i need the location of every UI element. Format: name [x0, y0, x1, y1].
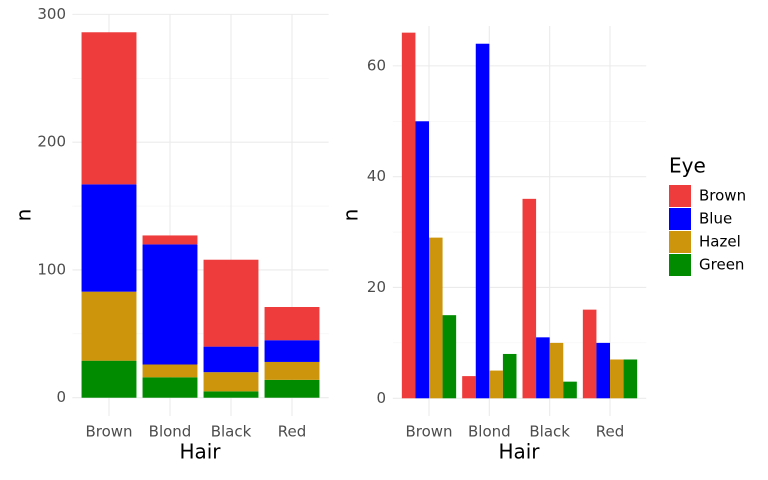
legend-label: Green [699, 256, 744, 274]
bar [489, 370, 503, 399]
x-tick-label: Blond [149, 423, 192, 441]
y-tick-label: 20 [367, 278, 386, 296]
y-tick-label: 0 [376, 389, 386, 407]
x-tick-label: Brown [405, 423, 452, 441]
bar [536, 337, 550, 399]
x-tick-label: Red [596, 423, 625, 441]
bar [582, 309, 597, 399]
legend-key [669, 208, 691, 230]
bar [475, 43, 490, 399]
bar [522, 198, 537, 399]
y-tick-label: 300 [37, 5, 66, 23]
bar-segment [81, 32, 137, 185]
bar-segment [264, 379, 320, 398]
x-axis-title: Hair [498, 440, 540, 464]
bar [623, 359, 638, 399]
bar-segment [81, 184, 137, 292]
bar-segment [203, 391, 259, 398]
bar-segment [142, 244, 198, 365]
bar-segment [203, 259, 259, 347]
x-tick-label: Brown [85, 423, 132, 441]
x-axis-title: Hair [179, 440, 221, 464]
bar [502, 353, 517, 399]
bar [401, 32, 416, 399]
bar [442, 315, 457, 399]
y-tick-label: 40 [367, 167, 386, 185]
legend-title: Eye [669, 154, 706, 178]
y-tick-label: 100 [37, 260, 66, 278]
bar-segment [81, 291, 137, 361]
x-tick-label: Red [278, 423, 307, 441]
legend-label: Hazel [699, 233, 741, 251]
bar-segment [81, 360, 137, 398]
x-tick-label: Black [529, 423, 570, 441]
bar [596, 342, 610, 399]
bar [415, 121, 429, 399]
y-axis-title: n [339, 209, 363, 222]
x-tick-label: Blond [468, 423, 511, 441]
bar [549, 342, 564, 399]
bar-segment [142, 235, 198, 245]
y-tick-label: 60 [367, 56, 386, 74]
legend-label: Blue [699, 210, 732, 228]
bar-segment [142, 364, 198, 378]
legend-key [669, 254, 691, 276]
bar [610, 359, 624, 399]
y-tick-label: 0 [56, 388, 66, 406]
bar [563, 381, 577, 399]
legend-key [669, 231, 691, 253]
y-axis-title: n [12, 209, 36, 222]
bar [462, 376, 476, 399]
legend-key [669, 185, 691, 207]
legend-label: Brown [699, 187, 746, 205]
bar-segment [264, 361, 320, 380]
x-tick-label: Black [211, 423, 252, 441]
bar-segment [203, 372, 259, 392]
bar-segment [142, 377, 198, 398]
bar-segment [264, 307, 320, 341]
bar-segment [264, 340, 320, 362]
bar-segment [203, 346, 259, 373]
y-tick-label: 200 [37, 133, 66, 151]
bar [429, 237, 443, 399]
